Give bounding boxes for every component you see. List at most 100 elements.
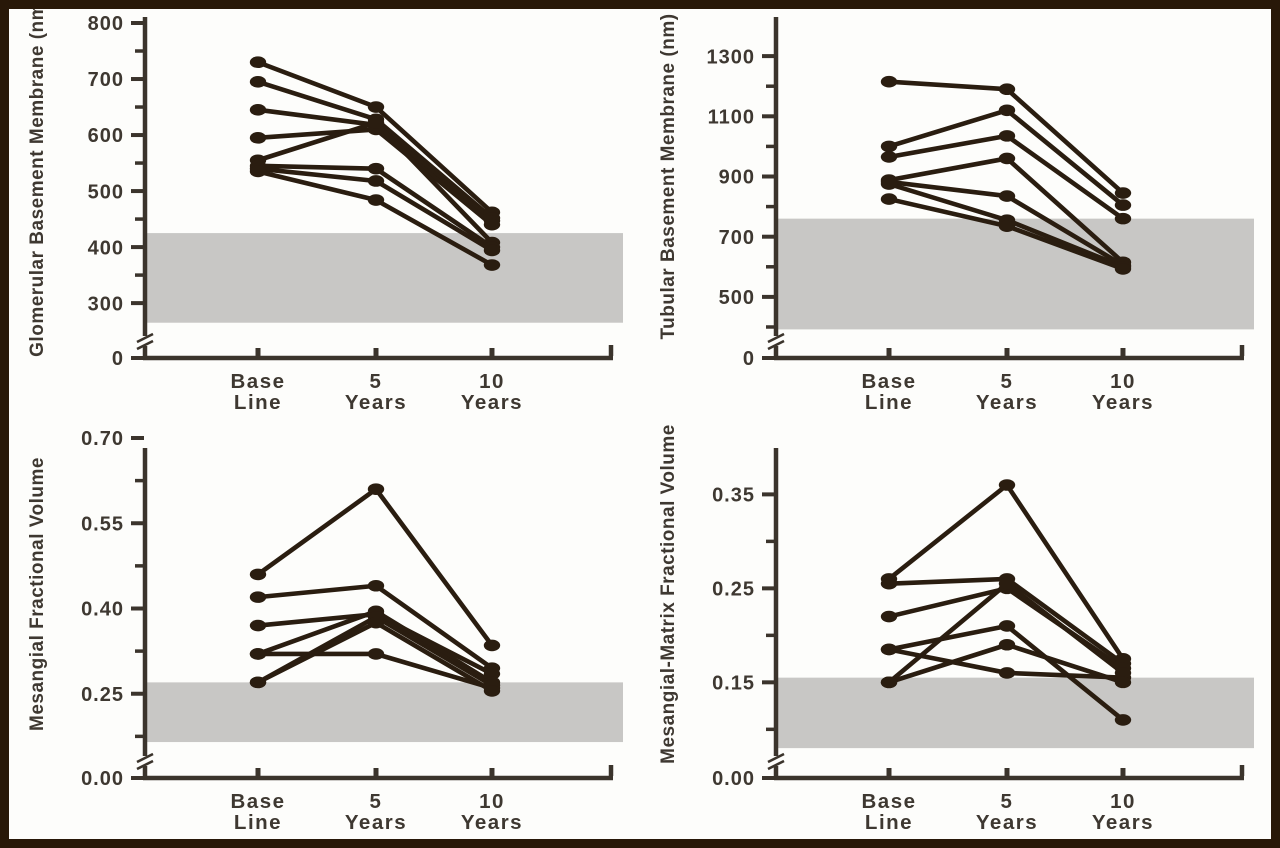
data-point-marker: [483, 259, 501, 271]
chart-tubular-basement-membrane: 1300 1100 900 700 500 0 Base Line 5 Years 10 Years T…: [658, 13, 1254, 414]
panel-tubular-basement-membrane: 1300 1100 900 700 500 0 Base Line 5 Years 10 Years T…: [640, 9, 1271, 424]
data-point-marker: [249, 56, 267, 69]
y-zero-label: 0: [112, 348, 124, 370]
y-tick-label: 800: [88, 13, 124, 35]
data-point-marker: [880, 75, 898, 88]
normal-range-band: [778, 218, 1254, 330]
y-tick-label: 500: [88, 181, 124, 203]
y-tick-label: 400: [88, 237, 124, 259]
data-point-marker: [367, 616, 385, 629]
axis-break-slash: [767, 339, 785, 351]
data-point-marker: [249, 648, 267, 660]
normal-range-band: [147, 233, 623, 323]
data-point-marker: [483, 218, 501, 231]
x-category-label: Base Line: [230, 790, 285, 834]
data-point-marker: [998, 220, 1016, 232]
y-tick-label: 0.40: [81, 599, 124, 621]
panel-mesangial-matrix-fractional-volume: 0.35 0.25 0.15 0.00 Base Line 5 Years 10 Years Mes…: [640, 424, 1271, 839]
axis-break-gap: [142, 336, 149, 346]
data-point-marker: [249, 104, 267, 116]
y-zero-label: 0.00: [712, 768, 755, 790]
axis-break-slash: [136, 759, 154, 771]
data-point-marker: [249, 132, 267, 144]
x-category-label: Base Line: [861, 370, 916, 414]
axis-break-slash: [767, 759, 785, 771]
chart-mesangial-fractional-volume: 0.70 0.55 0.40 0.25 0.00 Base Line 5 Years 10 Year…: [27, 428, 623, 834]
y-tick-label: 0.70: [81, 428, 124, 450]
y-tick-label: 600: [88, 125, 124, 147]
data-point-marker: [880, 577, 898, 590]
data-point-marker: [998, 190, 1016, 202]
data-point-marker: [998, 83, 1016, 96]
x-category-label: 10 Years: [1092, 370, 1154, 414]
x-category-label: 10 Years: [1092, 790, 1154, 834]
data-point-marker: [880, 140, 898, 153]
data-point-marker: [249, 676, 267, 689]
y-tick-label: 0.25: [81, 684, 124, 706]
y-tick-label: 300: [88, 293, 124, 315]
data-point-marker: [367, 483, 385, 495]
data-point-marker: [998, 638, 1016, 651]
y-tick-label: 700: [88, 69, 124, 91]
chart-mesangial-matrix-fractional-volume: 0.35 0.25 0.15 0.00 Base Line 5 Years 10 Years Mes…: [658, 424, 1254, 834]
axis-break-slash: [136, 332, 154, 344]
data-point-marker: [880, 178, 898, 190]
data-point-marker: [249, 568, 267, 581]
axis-break-gap: [773, 336, 780, 346]
y-tick-label: 500: [719, 287, 755, 309]
data-point-marker: [1114, 263, 1132, 275]
axis-break-slash: [136, 339, 154, 351]
data-point-marker: [367, 194, 385, 206]
y-axis-title: Mesangial Fractional Volume: [27, 457, 48, 731]
data-point-marker: [367, 579, 385, 592]
data-point-marker: [1114, 212, 1132, 225]
data-point-marker: [367, 116, 385, 129]
y-tick-label: 0.25: [712, 579, 755, 601]
axis-break-slash: [136, 752, 154, 764]
data-point-marker: [249, 619, 267, 632]
data-point-marker: [880, 193, 898, 205]
data-point-marker: [1114, 187, 1132, 199]
y-axis-title: Tubular Basement Membrane (nm): [658, 13, 679, 339]
data-point-marker: [483, 685, 501, 697]
axis-break-gap: [773, 756, 780, 766]
data-point-marker: [367, 101, 385, 113]
y-zero-label: 0.00: [81, 768, 124, 790]
data-point-marker: [483, 639, 501, 652]
data-point-marker: [880, 610, 898, 623]
x-category-label: 5 Years: [345, 370, 407, 414]
x-category-label: 5 Years: [345, 790, 407, 834]
data-point-marker: [998, 577, 1016, 590]
normal-range-band: [147, 682, 623, 743]
data-point-marker: [998, 152, 1016, 165]
y-zero-label: 0: [743, 348, 755, 370]
data-point-marker: [998, 667, 1016, 679]
normal-range-band: [778, 677, 1254, 749]
data-point-marker: [880, 676, 898, 689]
data-point-marker: [367, 648, 385, 660]
data-point-marker: [998, 104, 1016, 117]
y-axis-title: Glomerular Basement Membrane (nm): [27, 9, 48, 357]
y-tick-label: 900: [719, 167, 755, 189]
data-point-marker: [249, 165, 267, 178]
y-tick-label: 0.15: [712, 673, 755, 695]
y-tick-label: 700: [719, 227, 755, 249]
x-category-label: 10 Years: [461, 790, 523, 834]
x-category-label: Base Line: [861, 790, 916, 834]
data-point-marker: [998, 620, 1016, 632]
y-tick-label: 1300: [707, 46, 756, 68]
data-point-marker: [367, 162, 385, 175]
x-category-label: Base Line: [230, 370, 285, 414]
x-category-label: 5 Years: [976, 370, 1038, 414]
data-point-marker: [483, 668, 501, 680]
y-tick-label: 0.35: [712, 485, 755, 507]
panel-mesangial-fractional-volume: 0.70 0.55 0.40 0.25 0.00 Base Line 5 Years 10 Year…: [9, 424, 640, 839]
panel-glomerular-basement-membrane: 800 700 600 500 400 300 0 Base Line 5 Years 10 Years…: [9, 9, 640, 424]
data-point-marker: [1114, 714, 1132, 726]
x-category-label: 5 Years: [976, 790, 1038, 834]
axis-break-slash: [767, 752, 785, 764]
series-line: [886, 482, 1126, 662]
axis-break-slash: [767, 332, 785, 344]
data-point-marker: [880, 643, 898, 656]
